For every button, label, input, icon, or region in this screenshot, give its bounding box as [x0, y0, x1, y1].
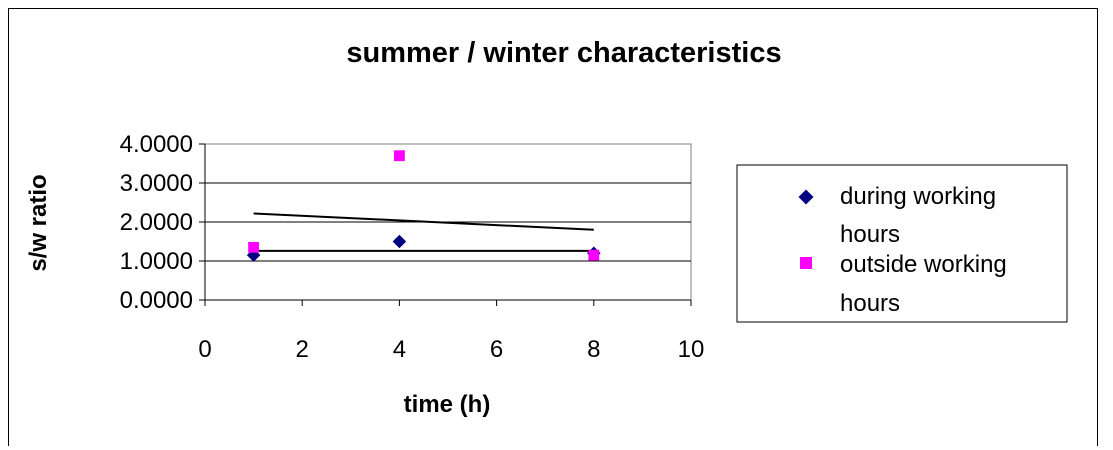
legend-marker — [798, 189, 814, 205]
data-points — [246, 150, 601, 262]
legend-label-continued: hours — [840, 290, 900, 317]
data-point-diamond — [392, 234, 407, 249]
x-tick-label: 6 — [490, 336, 503, 363]
x-tick-label: 10 — [678, 336, 705, 363]
x-axis-title: time (h) — [404, 391, 491, 418]
trendline — [253, 212, 594, 231]
data-point-square — [248, 241, 259, 253]
trendlines — [253, 212, 594, 252]
y-axis-ticks: 0.0000 1.0000 2.0000 3.0000 4.0000 — [120, 131, 206, 314]
chart-title: summer / winter characteristics — [346, 37, 781, 69]
y-tick-label: 4.0000 — [120, 131, 193, 158]
x-axis-ticks: 0 2 4 6 8 10 — [198, 299, 705, 363]
y-tick-label: 3.0000 — [120, 170, 193, 197]
legend-label-continued: hours — [840, 221, 900, 248]
x-tick-label: 8 — [587, 336, 600, 363]
legend-marker — [800, 257, 812, 269]
y-tick-label: 0.0000 — [120, 287, 193, 314]
x-tick-label: 2 — [296, 336, 309, 363]
y-tick-label: 2.0000 — [120, 209, 193, 236]
legend-label: during working — [840, 183, 996, 210]
y-tick-label: 1.0000 — [120, 248, 193, 275]
x-tick-label: 0 — [198, 336, 211, 363]
data-point-square — [394, 150, 405, 162]
y-axis-title: s/w ratio — [25, 174, 52, 271]
legend-box — [736, 164, 1068, 323]
x-tick-label: 4 — [393, 336, 406, 363]
legend-label: outside working — [840, 251, 1007, 278]
legend: during working hours outside working hours — [736, 164, 1068, 323]
data-point-square — [588, 249, 600, 261]
